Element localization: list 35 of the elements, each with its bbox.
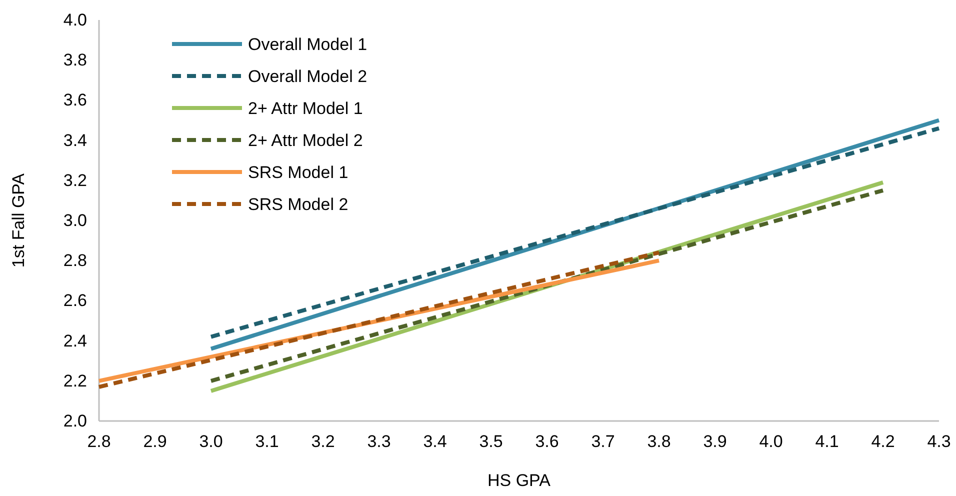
x-tick-label: 4.3 bbox=[927, 432, 951, 452]
x-tick-label: 3.5 bbox=[479, 432, 503, 452]
x-tick-label: 3.6 bbox=[535, 432, 559, 452]
y-axis-title: 1st Fall GPA bbox=[9, 172, 28, 268]
y-tick-label: 2.6 bbox=[63, 291, 87, 310]
y-tick-label: 2.2 bbox=[63, 371, 87, 390]
y-tick-label: 3.2 bbox=[63, 170, 87, 190]
legend-label: Overall Model 2 bbox=[248, 67, 368, 86]
legend-label: SRS Model 1 bbox=[248, 163, 348, 182]
y-tick-label: 4.0 bbox=[63, 10, 87, 30]
x-tick-label: 4.2 bbox=[871, 432, 895, 452]
x-tick-label: 3.8 bbox=[647, 432, 671, 452]
x-tick-label: 3.4 bbox=[423, 432, 447, 452]
x-tick-label: 4.1 bbox=[815, 432, 839, 452]
x-tick-label: 2.8 bbox=[87, 432, 111, 452]
x-tick-label: 3.3 bbox=[367, 432, 391, 452]
y-tick-label: 3.0 bbox=[63, 210, 87, 230]
legend-label: Overall Model 1 bbox=[248, 35, 368, 54]
y-tick-label: 2.0 bbox=[63, 411, 87, 430]
legend-label: 2+ Attr Model 1 bbox=[248, 99, 363, 118]
y-tick-label: 2.8 bbox=[63, 251, 87, 270]
y-tick-label: 2.4 bbox=[63, 331, 87, 350]
x-tick-label: 3.2 bbox=[311, 432, 335, 452]
x-tick-label: 2.9 bbox=[143, 432, 167, 452]
y-tick-label: 3.6 bbox=[63, 90, 87, 110]
y-tick-label: 3.8 bbox=[63, 50, 87, 70]
legend-label: SRS Model 2 bbox=[248, 195, 348, 214]
y-tick-label: 3.4 bbox=[63, 130, 87, 150]
x-tick-label: 3.1 bbox=[255, 432, 279, 452]
x-axis-title: HS GPA bbox=[488, 471, 552, 490]
x-tick-label: 4.0 bbox=[759, 432, 783, 452]
x-tick-label: 3.0 bbox=[199, 432, 223, 452]
legend-label: 2+ Attr Model 2 bbox=[248, 131, 363, 150]
x-tick-label: 3.7 bbox=[591, 432, 615, 452]
x-tick-label: 3.9 bbox=[703, 432, 727, 452]
